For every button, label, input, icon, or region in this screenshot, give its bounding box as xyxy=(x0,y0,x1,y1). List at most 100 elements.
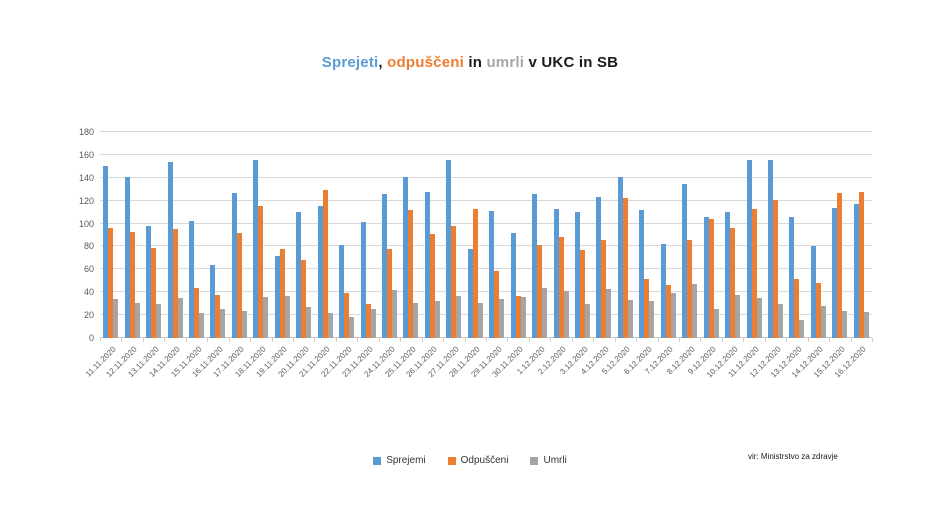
bar-sprejemi xyxy=(703,216,709,338)
bar-group xyxy=(679,183,700,338)
gridline xyxy=(100,199,872,201)
bar-umrli xyxy=(220,309,226,338)
bar-umrli xyxy=(284,295,290,338)
bar-umrli xyxy=(520,296,526,338)
category-tick xyxy=(528,338,530,342)
bar-umrli xyxy=(584,303,590,338)
bar-odpuščeni xyxy=(472,208,478,338)
bar-sprejemi xyxy=(553,208,559,338)
gridline xyxy=(100,153,872,155)
bar-umrli xyxy=(863,311,869,338)
category-tick xyxy=(657,338,659,342)
category-tick xyxy=(335,338,337,342)
gridline xyxy=(100,314,872,316)
bar-odpuščeni xyxy=(708,219,714,338)
bar-sprejemi xyxy=(767,159,773,338)
bar-group xyxy=(207,264,228,338)
category-tick xyxy=(764,338,766,342)
bar-odpuščeni xyxy=(365,303,371,338)
category-tick xyxy=(293,338,294,342)
bar-group xyxy=(572,212,593,338)
bar-sprejemi xyxy=(489,211,495,338)
bar-group xyxy=(272,248,293,338)
bar-group xyxy=(615,176,636,338)
category-tick xyxy=(357,338,359,342)
bar-odpuščeni xyxy=(344,293,350,338)
bar-group xyxy=(422,191,443,338)
y-axis-label: 100 xyxy=(78,218,94,229)
bar-umrli xyxy=(820,306,826,338)
bar-sprejemi xyxy=(146,225,152,338)
bar-odpuščeni xyxy=(665,285,671,338)
bar-umrli xyxy=(542,287,548,338)
bar-group xyxy=(465,208,486,338)
plot-area: 11.11.2020 12.11.2020 13.11.2020 14.11.2020… xyxy=(84,131,873,379)
bar-group xyxy=(829,192,850,338)
bar-odpuščeni xyxy=(622,198,628,338)
bar-group xyxy=(357,222,378,338)
legend-swatch-odpuščeni xyxy=(447,456,456,465)
category-tick xyxy=(185,338,187,342)
bar-odpuščeni xyxy=(537,245,543,338)
gridline xyxy=(100,176,872,178)
legend-item: Sprejemi xyxy=(373,455,426,466)
bar-sprejemi xyxy=(339,245,345,338)
bar-umrli xyxy=(306,307,312,338)
category-tick xyxy=(207,338,209,342)
bar-odpuščeni xyxy=(601,239,607,338)
bar-odpuščeni xyxy=(837,192,843,338)
category-tick xyxy=(786,338,788,342)
gridline xyxy=(100,337,872,338)
bar-group xyxy=(143,225,164,338)
bar-umrli xyxy=(434,301,440,338)
bar-umrli xyxy=(134,302,140,338)
y-axis-label: 180 xyxy=(78,127,94,137)
y-axis: 0 20 40 60 80 100 120 140 160 180 xyxy=(52,127,96,343)
category-tick xyxy=(507,338,509,342)
legend-swatch-umrli xyxy=(530,456,539,465)
bar-umrli xyxy=(456,295,462,338)
category-tick xyxy=(464,338,466,342)
bar-group xyxy=(314,190,335,338)
bar-sprejemi xyxy=(424,191,430,338)
bar-sprejemi xyxy=(853,204,859,338)
bar-group xyxy=(443,159,464,338)
legend-item: Umrli xyxy=(530,455,567,466)
bar-sprejemi xyxy=(682,183,688,338)
bar-sprejemi xyxy=(253,159,259,338)
category-tick xyxy=(807,338,809,342)
bar-odpuščeni xyxy=(301,260,307,338)
bar-sprejemi xyxy=(639,209,645,338)
bar-odpuščeni xyxy=(215,294,221,338)
bar-sprejemi xyxy=(832,207,838,338)
legend: Sprejemi Odpuščeni Umrli xyxy=(0,455,940,466)
bar-umrli xyxy=(670,293,676,338)
bar-group xyxy=(636,209,657,338)
bar-group xyxy=(593,197,614,338)
bar-sprejemi xyxy=(725,212,731,338)
bar-umrli xyxy=(799,319,805,338)
bar-group xyxy=(743,159,764,338)
y-axis-label: 40 xyxy=(83,287,94,298)
bar-umrli xyxy=(499,299,505,338)
y-axis-label: 20 xyxy=(83,310,94,321)
legend-label: Sprejemi xyxy=(386,455,426,466)
bar-sprejemi xyxy=(660,244,666,338)
bar-sprejemi xyxy=(467,248,473,338)
category-tick xyxy=(378,338,380,342)
bar-group xyxy=(529,193,550,338)
bar-group xyxy=(722,212,743,338)
bar-sprejemi xyxy=(574,212,580,338)
bar-odpuščeni xyxy=(258,206,264,338)
bar-group xyxy=(400,176,421,338)
bar-umrli xyxy=(713,309,719,338)
bar-sprejemi xyxy=(510,232,516,338)
y-axis-label: 140 xyxy=(78,172,94,183)
bar-odpuščeni xyxy=(322,190,328,338)
bar-sprejemi xyxy=(446,159,452,338)
bar-umrli xyxy=(735,294,741,338)
bar-sprejemi xyxy=(810,246,816,338)
category-tick xyxy=(550,338,552,342)
y-axis-label: 60 xyxy=(83,264,94,275)
bar-odpuščeni xyxy=(515,295,521,338)
